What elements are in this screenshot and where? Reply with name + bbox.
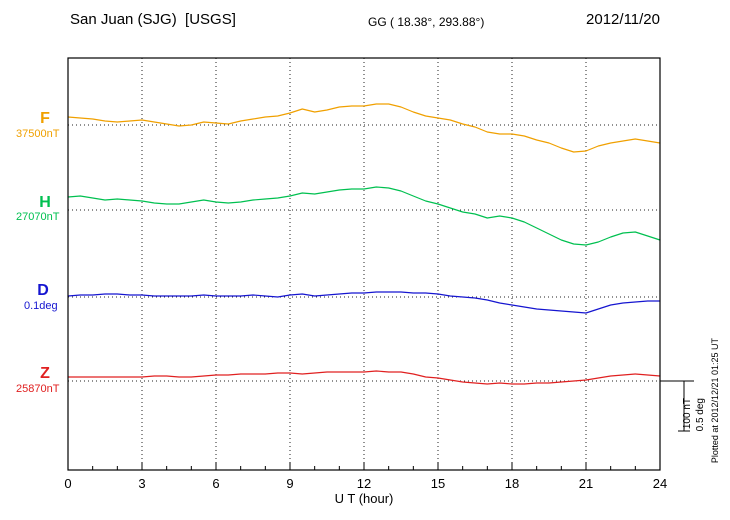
- trace-F: [67, 103, 661, 153]
- baseline-label-F: 37500nT: [16, 128, 60, 140]
- station-title: San Juan (SJG) [USGS]: [70, 11, 236, 28]
- series-label-F: F: [40, 110, 50, 127]
- geographic-coords: GG ( 18.38°, 293.88°): [368, 15, 485, 29]
- x-tick-label-3: 3: [138, 476, 145, 491]
- x-tick-label-15: 15: [431, 476, 445, 491]
- baseline-label-H: 27070nT: [16, 211, 60, 223]
- x-tick-label-6: 6: [212, 476, 219, 491]
- x-axis-title: U T (hour): [335, 491, 394, 506]
- plot-frame: [67, 57, 661, 471]
- trace-layer: [67, 103, 661, 385]
- x-tick-label-21: 21: [579, 476, 593, 491]
- plot-date: 2012/11/20: [586, 11, 660, 28]
- trace-H: [67, 186, 661, 246]
- series-label-Z: Z: [40, 365, 50, 382]
- x-tick-label-24: 24: [653, 476, 667, 491]
- trace-D: [67, 291, 661, 314]
- tick-layer: 0 3 6 9 12 15 18 21 24: [64, 462, 667, 491]
- x-tick-label-12: 12: [357, 476, 371, 491]
- trace-Z: [67, 370, 661, 385]
- plotted-timestamp: Plotted at 2012/12/21 01:25 UT: [710, 338, 720, 464]
- series-label-H: H: [39, 194, 51, 211]
- series-label-D: D: [37, 282, 49, 299]
- x-tick-label-9: 9: [286, 476, 293, 491]
- baseline-label-D: 0.1deg: [24, 300, 58, 312]
- scale-label-nt: 100 nT: [682, 398, 693, 430]
- x-tick-label-18: 18: [505, 476, 519, 491]
- baseline-label-Z: 25870nT: [16, 383, 60, 395]
- scale-label-deg: 0.5 deg: [695, 398, 706, 432]
- x-tick-label-0: 0: [64, 476, 71, 491]
- grid-layer: [68, 58, 660, 470]
